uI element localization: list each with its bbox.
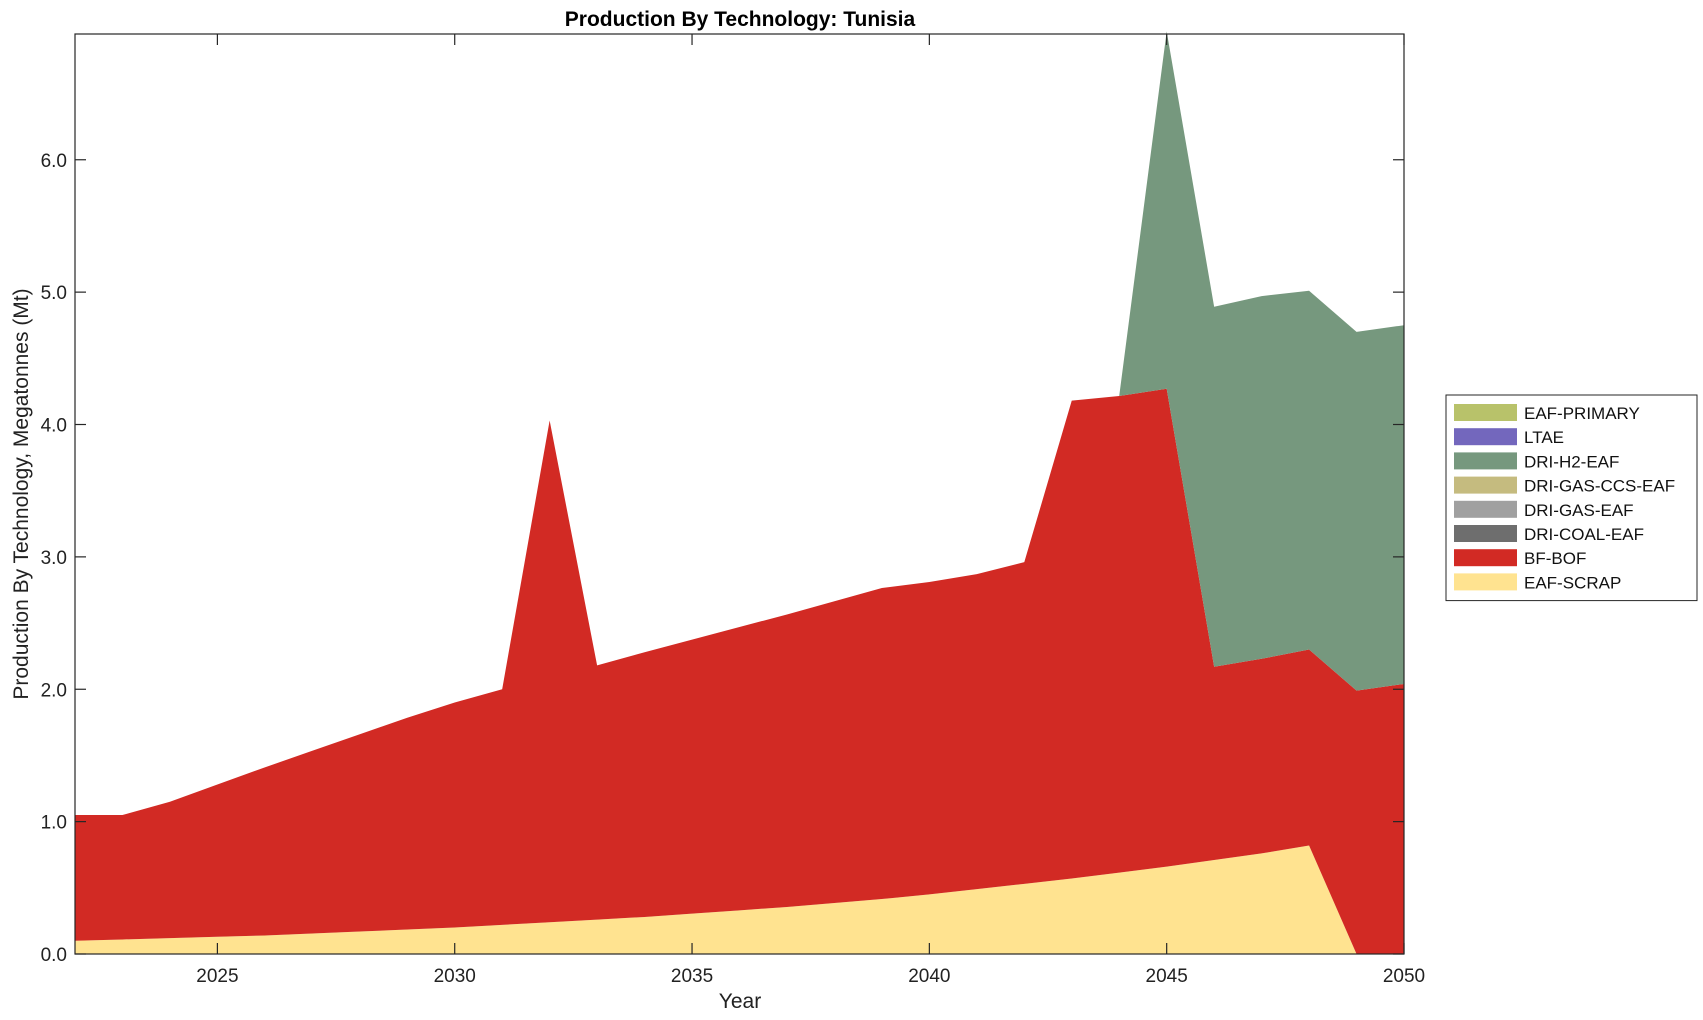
- chart-title: Production By Technology: Tunisia: [565, 8, 916, 31]
- y-tick-label: 1.0: [41, 813, 67, 834]
- legend-swatch-eaf-primary: [1454, 404, 1517, 421]
- x-axis-label: Year: [719, 990, 761, 1013]
- legend-swatch-dri-gas-ccs-eaf: [1454, 476, 1517, 494]
- x-tick-label: 2045: [1146, 966, 1188, 987]
- y-tick-label: 4.0: [41, 416, 67, 437]
- y-tick-label: 5.0: [41, 283, 67, 304]
- legend-box: [1445, 394, 1698, 602]
- x-tick-label: 2035: [671, 966, 713, 987]
- legend-swatch-dri-h2-eaf: [1454, 452, 1517, 470]
- x-tick-label: 2050: [1383, 966, 1425, 987]
- legend-swatch-dri-coal-eaf: [1454, 525, 1517, 542]
- legend-swatch-bf-bof: [1454, 549, 1517, 567]
- x-tick-label: 2040: [908, 966, 950, 987]
- legend-label-bf-bof: BF-BOF: [1524, 549, 1586, 568]
- y-tick-label: 3.0: [41, 548, 67, 569]
- x-tick-label: 2025: [196, 966, 238, 987]
- area-eaf-scrap: [75, 845, 1404, 954]
- legend-swatch-eaf-scrap: [1454, 573, 1517, 591]
- legend-label-dri-gas-eaf: DRI-GAS-EAF: [1524, 501, 1634, 520]
- legend: EAF-PRIMARY LTAE DRI-H2-EAF DRI-GAS-CCS-EAF…: [1445, 394, 1698, 602]
- axes-box: [74, 33, 1405, 955]
- area-bf-bof: [75, 388, 1404, 954]
- legend-label-dri-coal-eaf: DRI-COAL-EAF: [1524, 525, 1644, 544]
- plot-area: 2025 2030 2035 2040 2045 2050 0.0 1.0 2.0 3.0 4.0 5…: [41, 31, 1425, 987]
- y-tick-label: 6.0: [41, 151, 67, 172]
- y-tick-label: 2.0: [41, 680, 67, 701]
- legend-label-ltae: LTAE: [1524, 428, 1564, 447]
- legend-swatch-dri-gas-eaf: [1454, 500, 1517, 518]
- legend-label-dri-gas-ccs-eaf: DRI-GAS-CCS-EAF: [1524, 477, 1675, 496]
- legend-label-eaf-primary: EAF-PRIMARY: [1524, 404, 1640, 423]
- legend-label-eaf-scrap: EAF-SCRAP: [1524, 573, 1621, 592]
- legend-swatch-ltae: [1454, 428, 1517, 446]
- y-tick-label: 0.0: [41, 945, 67, 966]
- y-axis-label: Production By Technology, Megatonnes (Mt…: [10, 288, 33, 699]
- legend-label-dri-h2-eaf: DRI-H2-EAF: [1524, 452, 1619, 471]
- x-tick-label: 2030: [434, 966, 476, 987]
